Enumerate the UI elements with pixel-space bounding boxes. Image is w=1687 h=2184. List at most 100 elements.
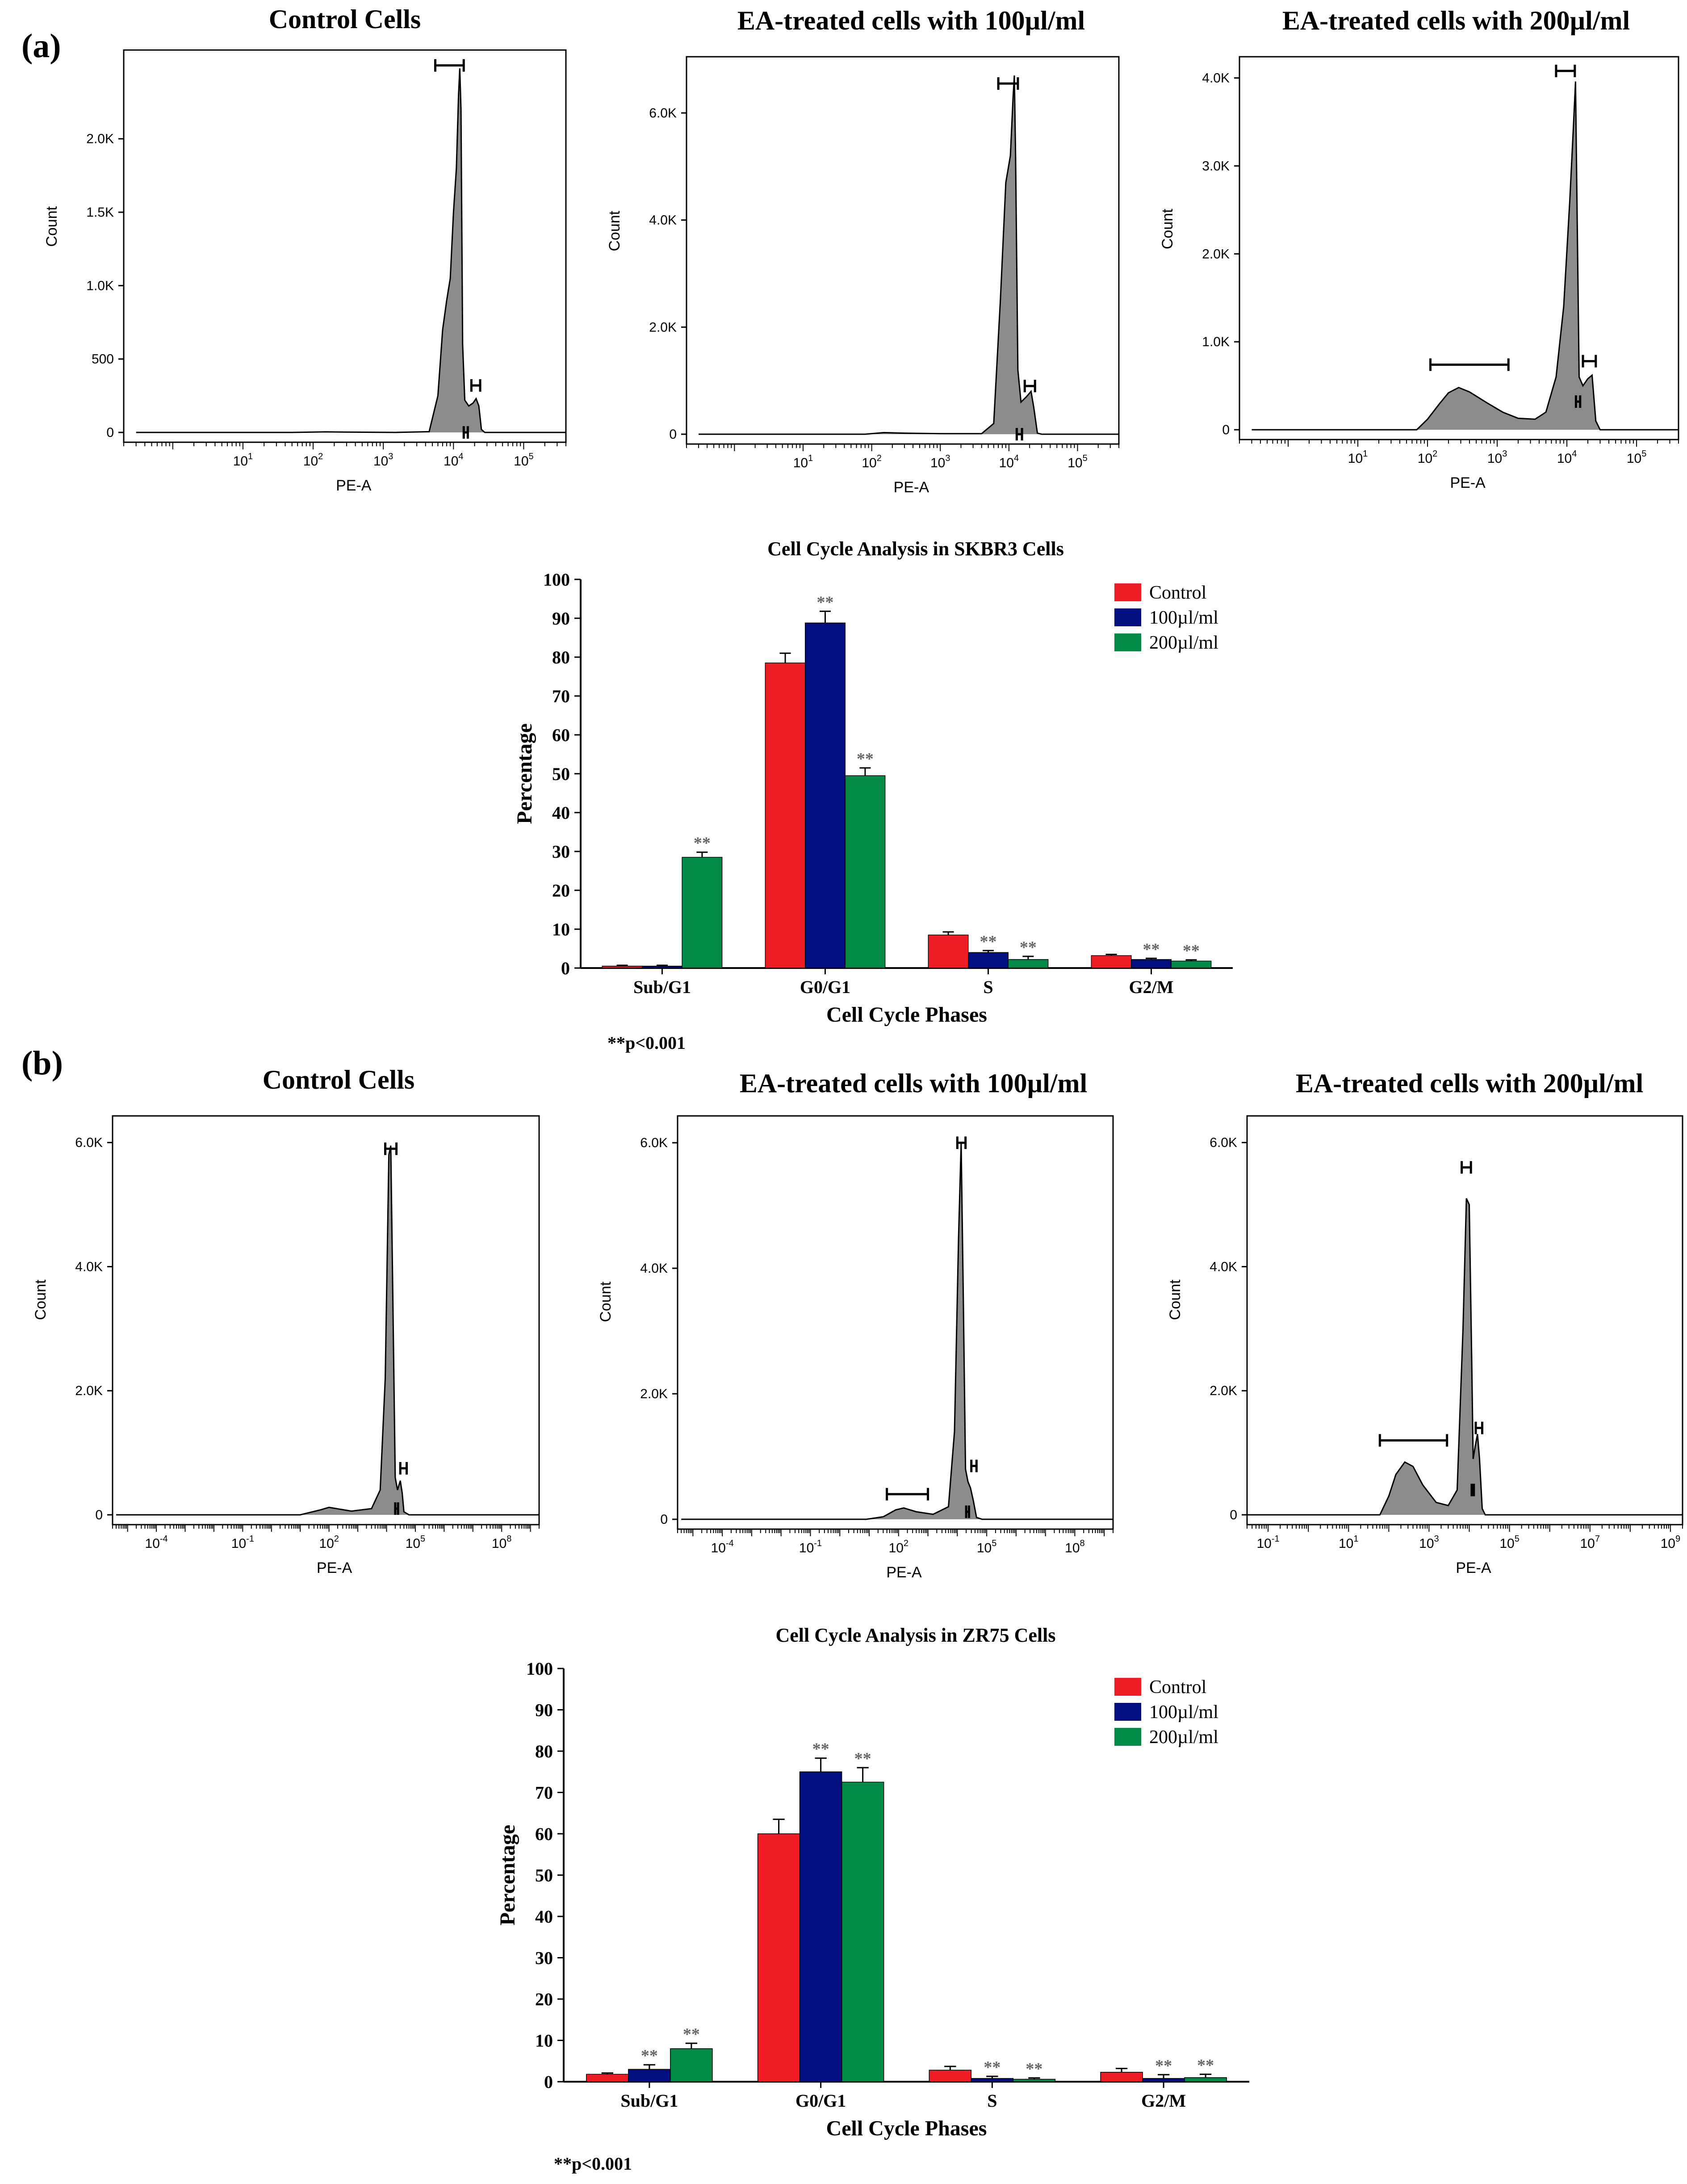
bar-100µl/ml [799,1771,842,2082]
y-axis-label: Count [43,206,60,247]
y-tick-label: 0 [1230,1508,1237,1522]
y-tick-label: 0 [660,1512,668,1527]
y-tick-label: 80 [535,1741,553,1761]
y-tick-label: 4.0K [75,1259,103,1274]
bar-Control [602,965,643,968]
x-tick-label: 103 [1487,449,1507,466]
gate-marker [1470,1484,1475,1497]
bar-chart-title: Cell Cycle Analysis in ZR75 Cells [775,1624,1055,1646]
x-tick-label: 105 [1627,449,1647,466]
legend-swatch-200µl/ml [1114,633,1141,651]
y-tick-label: 2.0K [640,1387,668,1401]
y-tick-label: 10 [552,919,570,939]
bar-Control [1091,955,1132,968]
plot-frame [1239,56,1679,440]
category-label: S [983,977,993,997]
gate-marker [1378,1434,1448,1447]
cell-cycle-bar-chart-1: Cell Cycle Analysis in SKBR3 Cells 0 10 20 3… [513,538,1233,1027]
y-tick-label: 0 [106,425,114,440]
legend: Control 100µl/ml 200µl/ml [1114,583,1218,653]
gate-marker [886,1488,929,1501]
x-tick-label: 108 [492,1534,512,1551]
bar-100µl/ml [1142,2078,1185,2082]
bar-200µl/ml [1013,2079,1056,2082]
y-tick-label: 80 [552,647,570,667]
bar-200µl/ml [1184,2077,1227,2082]
y-tick-label: 1.0K [1202,335,1230,349]
legend-label: 100µl/ml [1149,1702,1218,1723]
x-tick-label: 102 [319,1534,339,1551]
bar-Control [765,662,806,968]
histogram-title: Control Cells [263,1065,415,1094]
bar-Control [929,2070,972,2082]
y-tick-label: 0 [95,1508,103,1522]
x-tick-label: 101 [1339,1534,1359,1551]
bar-200µl/ml [670,2048,713,2082]
category-label: G2/M [1141,2091,1186,2111]
y-tick-label: 2.0K [1210,1383,1237,1398]
y-tick-label: 100 [526,1659,553,1679]
gate-marker [1474,1421,1484,1434]
gate-marker [965,1505,971,1518]
significance-marker: ** [683,2025,700,2044]
gate-marker [384,1142,398,1155]
bar-200µl/ml [1008,959,1049,968]
histogram-line [681,1143,1113,1520]
y-tick-label: 6.0K [640,1136,668,1150]
histogram-line [699,75,1119,435]
legend-label: Control [1149,583,1206,603]
histogram-title: EA-treated cells with 100µl/ml [740,1069,1087,1098]
category-label: G0/G1 [800,977,850,997]
x-tick-label: 108 [1065,1538,1085,1555]
x-tick-label: 102 [889,1538,909,1555]
p-value-note-b: **p<0.001 [554,2154,632,2174]
x-tick-label: 10-1 [231,1534,254,1551]
x-tick-label: 101 [233,452,253,469]
x-axis-label: PE-A [894,479,929,496]
y-tick-label: 4.0K [640,1261,668,1276]
gate-marker [470,379,481,392]
histogram-title: EA-treated cells with 200µl/ml [1296,1069,1643,1098]
y-tick-label: 6.0K [1210,1136,1237,1150]
y-tick-label: 1.5K [86,205,114,220]
y-tick-label: 20 [552,880,570,901]
flow-histogram-5: EA-treated cells with 100µl/ml 0 2.0K 4.0K 6… [597,1069,1114,1581]
bar-Control [1100,2071,1143,2082]
y-tick-label: 500 [92,352,114,367]
gate-marker [1555,64,1576,77]
legend-label: 200µl/ml [1149,633,1218,653]
significance-marker: ** [854,1749,871,1768]
gate-marker [970,1459,978,1472]
significance-marker: ** [694,834,711,853]
significance-marker: ** [1197,2056,1214,2075]
significance-marker: ** [980,932,997,951]
significance-marker: ** [1020,938,1037,957]
y-tick-label: 40 [552,803,570,823]
y-tick-label: 60 [552,725,570,745]
x-tick-label: 101 [793,453,813,470]
y-tick-label: 0 [561,958,570,978]
p-value-note-a: **p<0.001 [607,1033,686,1053]
histogram-line [136,68,566,433]
legend-label: 200µl/ml [1149,1727,1218,1748]
y-axis-title: Percentage [496,1825,519,1926]
legend-label: 100µl/ml [1149,608,1218,628]
x-tick-label: 103 [373,452,393,469]
histogram-line [1247,1198,1683,1516]
x-axis-title: Cell Cycle Phases [826,1003,987,1027]
y-tick-label: 60 [535,1824,553,1844]
panel-a-label: (a) [21,27,61,65]
gate-marker [997,77,1019,90]
significance-marker: ** [1155,2056,1172,2075]
x-tick-label: 10-4 [145,1534,168,1551]
y-tick-label: 30 [535,1948,553,1968]
gate-marker [1461,1161,1472,1174]
x-axis-label: PE-A [1450,474,1486,491]
y-tick-label: 6.0K [649,106,677,121]
y-tick-label: 0 [1222,423,1230,437]
significance-marker: ** [1026,2060,1042,2079]
y-tick-label: 6.0K [75,1136,103,1150]
y-tick-label: 2.0K [649,320,677,335]
gate-marker [1582,355,1597,368]
charts-layer: Control Cells 0 500 1.0K 1.5K 2.0K 101 102 103 10… [32,4,1683,2140]
